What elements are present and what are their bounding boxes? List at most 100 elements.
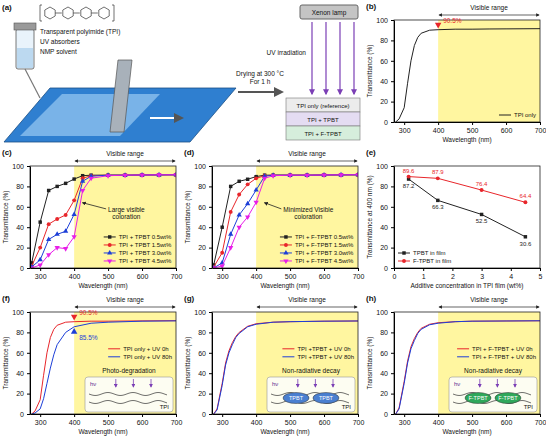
series-marker <box>80 178 85 183</box>
series-marker <box>254 201 259 206</box>
lamp <box>300 5 358 19</box>
x-tick-mark <box>472 414 473 417</box>
x-tick: 300 <box>35 268 47 280</box>
y-tick-mark <box>209 394 212 395</box>
vial <box>16 29 34 69</box>
inset-arrow <box>515 379 516 387</box>
y-tick: 0 <box>202 411 212 418</box>
plot: Visible range300400500600700020406080100… <box>376 296 546 426</box>
plot-frame <box>30 312 176 414</box>
bond <box>91 13 98 14</box>
y-axis: 020406080100 <box>12 163 30 272</box>
x-tick: 3 <box>480 268 484 280</box>
x-tick-mark <box>324 268 325 271</box>
x-tick-mark <box>290 414 291 417</box>
inset-label: F-TPBT <box>498 395 518 401</box>
y-axis-title: Transmittance (%) <box>366 337 374 390</box>
inset-arrow <box>333 379 334 387</box>
x-tick-label: 300 <box>399 127 411 134</box>
panel-label: (d) <box>184 148 195 157</box>
y-tick: 60 <box>380 350 394 357</box>
x-axis: 300400500600700 <box>31 414 183 426</box>
visible-range-label: Visible range <box>106 150 144 158</box>
plot-frame <box>212 166 358 268</box>
x-tick-mark <box>256 414 257 417</box>
y-tick-label: 0 <box>20 411 24 418</box>
x-tick-mark <box>404 122 405 125</box>
y-tick-mark <box>391 312 394 313</box>
y-axis-line <box>394 21 395 123</box>
inset-frame <box>267 377 355 412</box>
x-tick: 1 <box>422 268 426 280</box>
x-tick: 700 <box>171 414 183 426</box>
y-tick-mark <box>27 248 30 249</box>
legend-item: TPI +TPBT + UV 0h <box>282 346 350 352</box>
series-line <box>32 321 176 414</box>
series-marker <box>156 173 161 178</box>
x-tick: 0 <box>393 268 397 280</box>
blade <box>110 60 132 132</box>
y-tick: 80 <box>16 329 30 336</box>
series-line <box>32 175 176 263</box>
legend-item: TPI + TPBT 0.5wt% <box>104 234 172 240</box>
y-tick-label: 60 <box>380 204 388 211</box>
vial-liquid <box>17 48 33 68</box>
inset-arrow <box>315 379 316 387</box>
x-axis: 300400500600700 <box>213 414 365 426</box>
x-tick-label: 700 <box>353 273 365 280</box>
inset-label: F-TPBT <box>468 395 488 401</box>
x-tick-mark <box>472 122 473 125</box>
ring <box>45 7 55 19</box>
label: UV irradiation <box>267 49 307 56</box>
y-tick: 40 <box>16 224 30 231</box>
data-label: 30.6 <box>520 241 532 247</box>
panel: Visible range300400500600700020406080100… <box>2 294 182 436</box>
series-marker <box>38 220 41 223</box>
series-marker <box>64 213 68 217</box>
y-axis-title: Transmittance (%) <box>2 337 10 390</box>
y-tick-label: 60 <box>16 204 24 211</box>
y-tick-label: 40 <box>16 224 24 231</box>
legend-swatch <box>282 348 294 349</box>
y-tick: 60 <box>380 58 394 65</box>
y-tick: 80 <box>16 183 30 190</box>
y-tick-mark <box>391 102 394 103</box>
x-axis-title: Wavelength (nm) <box>78 282 127 290</box>
y-tick-label: 100 <box>194 309 206 316</box>
y-tick-mark <box>209 207 212 208</box>
x-tick: 500 <box>285 268 297 280</box>
uv-arrow <box>311 22 312 94</box>
x-tick: 5 <box>539 268 543 280</box>
x-tick-label: 500 <box>467 127 479 134</box>
x-tick: 700 <box>535 414 546 426</box>
y-tick: 40 <box>198 224 212 231</box>
legend-item: TPI + F-TPBT 0.5wt% <box>280 234 354 240</box>
x-axis: 300400500600700 <box>395 414 546 426</box>
x-axis-title: Wavelength (nm) <box>260 282 309 290</box>
x-tick-mark <box>438 122 439 125</box>
y-tick-mark <box>27 312 30 313</box>
x-tick-label: 400 <box>69 273 81 280</box>
legend-swatch <box>499 115 511 116</box>
x-tick-label: 600 <box>319 419 331 426</box>
series-line <box>409 177 526 203</box>
series-marker <box>88 177 93 182</box>
y-tick-mark <box>391 81 394 82</box>
x-tick: 500 <box>467 122 479 134</box>
marks <box>396 312 540 414</box>
x-tick-mark <box>40 414 41 417</box>
y-tick: 60 <box>16 350 30 357</box>
panel-label: (e) <box>366 148 376 157</box>
x-tick-mark <box>423 268 424 271</box>
x-tick: 400 <box>69 268 81 280</box>
y-tick-mark <box>391 414 394 415</box>
film <box>286 112 360 126</box>
plot: Visible range300400500600700020406080100… <box>12 296 182 426</box>
y-tick-mark <box>391 248 394 249</box>
y-tick: 100 <box>376 17 394 24</box>
y-tick: 40 <box>16 370 30 377</box>
panel-label: (a) <box>2 3 12 12</box>
inset: hνF-TPBTF-TPBTTPI <box>449 377 537 412</box>
series-marker <box>72 211 77 216</box>
x-tick-label: 400 <box>433 127 445 134</box>
